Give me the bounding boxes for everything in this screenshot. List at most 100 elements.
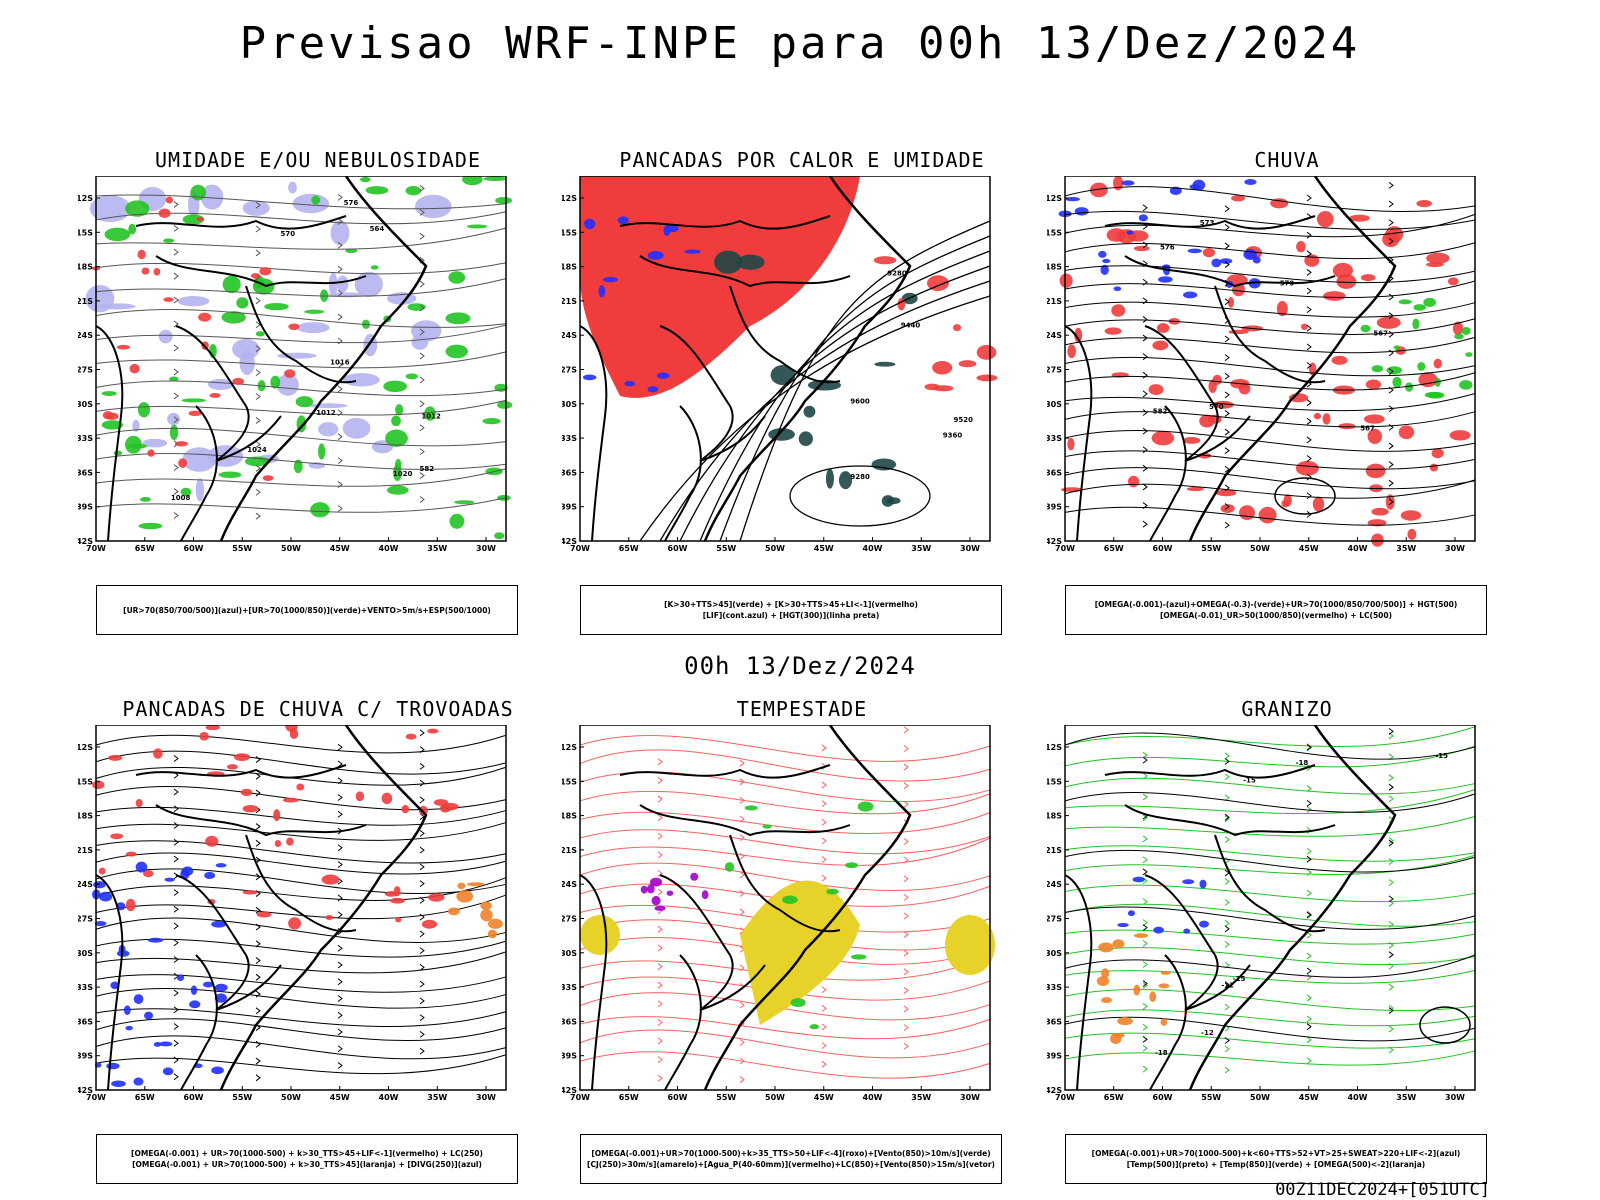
lon-tick-label: 45W (814, 544, 834, 553)
humidity-lower-area (181, 398, 206, 403)
thickness-contour (250, 273, 261, 279)
wind-arrow (1388, 983, 1394, 991)
map-layer: 9600 9520 9440 9360 9280 9280 12S 15S 18S 21S 24S 2… (562, 176, 998, 553)
coastline (1188, 725, 1397, 1091)
temp500-contour (1064, 792, 1476, 813)
lat-tick-label: 27S (78, 915, 93, 924)
lat-tick-label: 42S (1047, 537, 1062, 546)
lat-tick-label: 27S (562, 915, 577, 924)
lat-tick-label: 36S (1047, 1017, 1062, 1026)
wind-arrow (173, 488, 179, 495)
humid-ascent-area (1360, 324, 1371, 333)
thunderstorm-area (282, 797, 300, 803)
wind-arrow (1224, 981, 1230, 989)
contour-label: 582 (420, 465, 435, 473)
thunderstorm-area (296, 783, 305, 791)
wind-arrow (419, 863, 425, 871)
wind-streamline-250 (95, 974, 507, 993)
lat-tick-label: 36S (562, 1017, 577, 1026)
wind-arrow (739, 1038, 745, 1046)
wind-arrow (173, 416, 179, 424)
humidity-upper-area (276, 374, 299, 396)
legend-line: [OMEGA(-0.01)_UR>50(1000/850)(vermelho) … (1159, 611, 1393, 620)
rain-area (1363, 414, 1385, 424)
rain-area (1312, 496, 1325, 512)
wind-streamline-850 (579, 790, 991, 815)
height-contour (1064, 356, 1476, 377)
lon-tick-label: 50W (281, 1093, 301, 1102)
wind-arrow (1306, 967, 1312, 975)
humidity-lower-area (360, 176, 371, 183)
lon-tick-label: 50W (765, 1093, 785, 1102)
wind-arrow (1306, 269, 1312, 276)
divergence-area (111, 1080, 126, 1087)
instability-area (881, 495, 894, 507)
humidity-upper-area (277, 352, 317, 359)
omega500-area (1160, 1018, 1168, 1026)
divergence-area (133, 1077, 144, 1086)
wind-arrow (1306, 306, 1312, 314)
thickness-contour (102, 411, 114, 420)
humidity-lower-area (483, 176, 507, 182)
rain-area (1067, 437, 1075, 451)
omega500-area (1158, 983, 1170, 989)
wind-arrow (337, 505, 343, 512)
wind-arrow (821, 744, 827, 752)
wind-streamline-250 (95, 917, 507, 943)
lon-tick-label: 65W (1104, 1093, 1124, 1102)
humidity-lower-area (385, 429, 408, 447)
wind-streamline-250 (95, 734, 507, 754)
humidity-lower-area (318, 443, 326, 460)
convection-area-east (958, 360, 977, 368)
wind-arrow (821, 1023, 827, 1031)
lon-tick-label: 50W (1250, 1093, 1270, 1102)
lat-tick-label: 42S (562, 537, 577, 546)
temp850-contour (1064, 969, 1476, 984)
omega-area (1211, 258, 1222, 268)
wind-arrow (1224, 335, 1230, 343)
contour-label: 573 (1200, 219, 1215, 227)
rain-area (1400, 510, 1422, 521)
contour-label: 9440 (901, 322, 921, 330)
lon-tick-label: 50W (765, 544, 785, 553)
lat-tick-label: 21S (78, 297, 93, 306)
rain-area (1316, 211, 1334, 228)
wind-arrow (255, 225, 261, 233)
lat-tick-label: 12S (78, 743, 93, 752)
divergence-area (159, 1041, 173, 1047)
wind-arrow (419, 1047, 425, 1055)
humid-ascent-area (1434, 377, 1441, 387)
wind-arrow (337, 481, 343, 488)
lon-tick-label: 55W (232, 544, 252, 553)
map-frame (95, 725, 507, 1091)
coastline-west (579, 325, 608, 542)
state-border (135, 764, 347, 779)
state-border (245, 285, 357, 384)
wind-arrow (1224, 298, 1230, 306)
humid-ascent-area (1386, 366, 1403, 375)
wind-arrow (337, 944, 343, 952)
wind-arrow (255, 772, 261, 780)
wind-arrow (1224, 899, 1230, 906)
wind-arrow (173, 320, 179, 328)
panel-title: PANCADAS DE CHUVA C/ TROVOADAS (122, 697, 514, 721)
omega500-area (1160, 970, 1171, 975)
wind-arrow (1306, 868, 1312, 876)
lon-tick-label: 40W (1348, 1093, 1368, 1102)
lon-tick-label: 65W (135, 544, 155, 553)
wind-arrow (1142, 898, 1148, 906)
lon-tick-label: 65W (619, 1093, 639, 1102)
wind-arrow (1224, 1045, 1230, 1053)
instability-area (825, 468, 834, 489)
wind-arrow (1388, 783, 1394, 791)
lon-tick-label: 55W (1201, 544, 1221, 553)
wind-arrow (1306, 399, 1312, 407)
humid-ascent-area (1423, 297, 1437, 307)
humid-ascent-area (1413, 304, 1427, 311)
state-border (245, 834, 357, 933)
wind-arrow (337, 241, 343, 249)
wind-arrow (255, 297, 261, 305)
omega-area (1158, 276, 1173, 283)
state-border (155, 804, 367, 837)
rain-area (1151, 430, 1175, 446)
